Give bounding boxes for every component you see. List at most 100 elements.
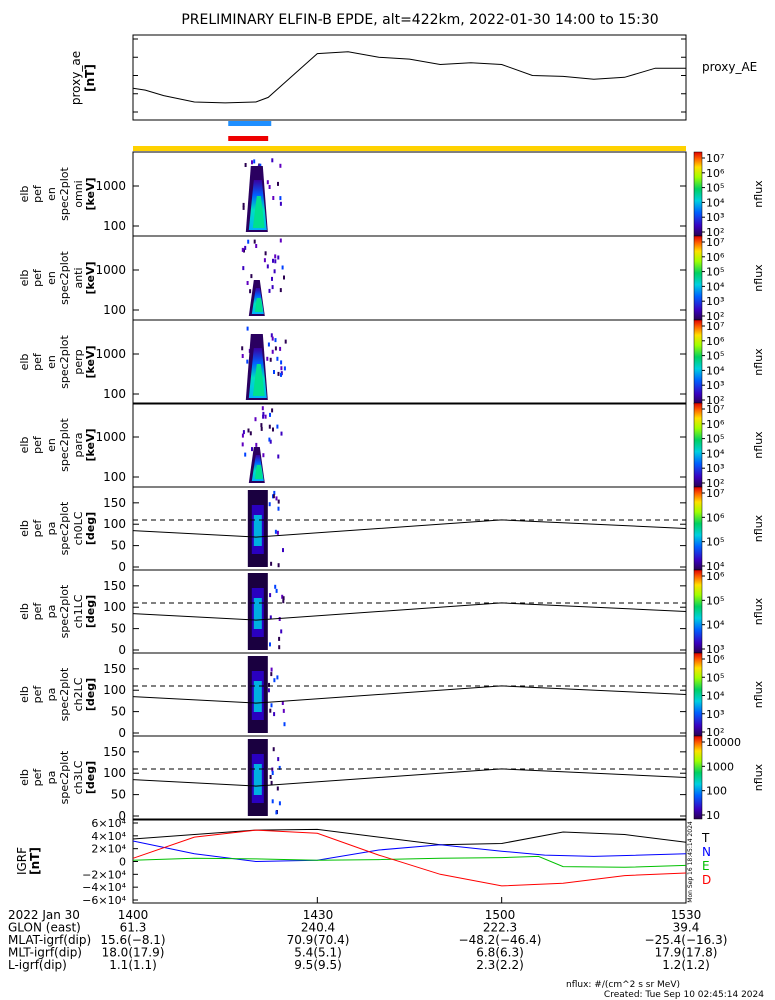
pitch-angle-speckle <box>271 799 274 804</box>
igrf-line-n <box>132 840 687 863</box>
pitch-angle-speckle <box>271 771 274 775</box>
spectrum-speckle <box>271 158 274 163</box>
spectrum-speckle <box>270 333 273 338</box>
energy-spectrum-panel: 1000 100 elb pef en spec2plot perp [keV] 10⁷ 10⁶ 1… <box>18 319 765 407</box>
proxy-ae-line <box>132 51 686 104</box>
pitch-angle-ytick: 100 <box>103 517 126 531</box>
pitch-angle-speckle <box>271 767 274 772</box>
spectrum-blob-center <box>252 196 265 228</box>
igrf-lines <box>132 828 687 887</box>
spectrum-speckle <box>280 372 282 377</box>
spectrum-speckle <box>274 259 277 264</box>
panel-label-line: pef <box>31 768 44 787</box>
colorbar-tick: 10⁴ <box>706 196 725 209</box>
igrf-ytick: 6×10⁴ <box>91 817 126 830</box>
igrf-line-e <box>132 855 687 868</box>
spectrum-blob-center <box>252 364 265 396</box>
spectrum-speckle <box>261 406 264 411</box>
spectrum-speckle <box>268 437 271 442</box>
panel-label-line: ch1LC <box>72 594 85 628</box>
colorbar-tick: 10⁴ <box>706 447 725 460</box>
panel-label-line: ch0LC <box>72 511 85 545</box>
ephemeris-value: −25.4(−16.3) <box>645 933 728 947</box>
spectrum-frame <box>132 151 687 237</box>
ephemeris-value: 240.4 <box>301 921 335 935</box>
spectrum-frame <box>132 235 687 321</box>
figure-title: PRELIMINARY ELFIN-B EPDE, alt=422km, 202… <box>181 12 658 28</box>
proxy-ae-ylabel: proxy_ae <box>69 51 83 105</box>
ephemeris-value: 18.0(17.9) <box>102 946 165 960</box>
pitch-angle-speckle <box>268 682 270 687</box>
colorbar-tick: 1000 <box>706 760 734 773</box>
panel-label-line: spec2plot <box>58 750 71 804</box>
pitch-angle-speckle <box>269 642 271 647</box>
pitch-angle-speckle <box>269 593 272 598</box>
colorbar-tick: 10³ <box>706 295 724 308</box>
pitch-angle-loss-cone-line <box>132 685 687 704</box>
colorbar-tick: 10⁶ <box>706 251 725 264</box>
pitch-angle-speckle <box>280 629 283 634</box>
pitch-angle-ytick: 0 <box>118 560 126 574</box>
pitch-angle-ytick: 50 <box>111 539 126 553</box>
spectrum-speckle <box>279 201 282 206</box>
pitch-angle-speckle <box>277 499 280 504</box>
spectrum-speckle <box>274 338 277 343</box>
ephemeris-value: 1.1(1.1) <box>109 958 157 972</box>
proxy-ae-frame <box>132 34 687 121</box>
pitch-angle-speckle <box>275 496 278 501</box>
spectrum-speckle <box>276 424 279 429</box>
panel-label-line: pef <box>31 435 44 454</box>
panel-unit: [deg] <box>84 512 97 545</box>
pitch-angle-panel: 150 100 50 0 elb pef pa spec2plot ch3LC [deg] 1000… <box>18 735 765 823</box>
pitch-angle-ytick: 100 <box>103 600 126 614</box>
colorbar-tick: 10³ <box>706 708 724 721</box>
pitch-angle-speckle <box>270 667 273 672</box>
spectrum-speckle <box>242 202 245 207</box>
spectrum-speckle <box>266 264 269 269</box>
igrf-ytick: 4×10⁴ <box>91 830 126 843</box>
igrf-ytick: −6×10⁴ <box>82 894 126 907</box>
pitch-angle-speckle <box>282 548 284 553</box>
pitch-angle-speckle <box>281 594 284 599</box>
ephemeris-value: 15.6(−8.1) <box>100 933 165 947</box>
colorbar <box>693 402 703 488</box>
pitch-angle-speckle <box>282 596 285 601</box>
energy-spectrum-panel: 1000 100 elb pef en spec2plot omni [keV] 10⁷ 10⁶ 1… <box>18 151 765 239</box>
pitch-angle-ytick: 0 <box>118 809 126 823</box>
pitch-angle-speckle <box>273 712 276 717</box>
spectrum-blob-center <box>254 465 263 479</box>
colorbar-tick: 10⁴ <box>706 280 725 293</box>
proxy-ae-legend: proxy_AE <box>702 60 757 74</box>
spectrum-speckle <box>244 163 247 167</box>
panel-label-line: pa <box>45 605 58 619</box>
panel-label-line: en <box>45 355 58 369</box>
panel-label-line: spec2plot <box>58 418 71 472</box>
spectrum-speckle <box>269 412 271 417</box>
igrf-ytick: −2×10⁴ <box>82 868 126 881</box>
pitch-angle-frame <box>132 486 687 571</box>
panel-label-line: en <box>45 438 58 452</box>
science-zone-bar <box>228 121 272 126</box>
spectrum-speckle <box>255 442 258 447</box>
spectrum-speckle <box>274 346 277 351</box>
spectrum-speckle <box>277 454 280 459</box>
colorbar-tick: 10² <box>706 477 724 490</box>
panel-label-line: spec2plot <box>58 501 71 555</box>
colorbar-tick: 10 <box>706 809 720 822</box>
spectrum-speckle <box>251 160 253 165</box>
spectrum-speckle <box>272 427 274 432</box>
colorbar-tick: 10⁷ <box>706 487 724 500</box>
pitch-angle-loss-cone-line <box>132 602 687 621</box>
panel-label-line: pef <box>31 519 44 538</box>
pitch-angle-blob-core <box>253 681 262 712</box>
ephemeris-table: 2022 Jan 30 1400 1430 1500 1530 GLON (east) 61… <box>8 897 727 972</box>
igrf-line-d <box>132 829 687 887</box>
spectrum-blob-center <box>254 298 263 312</box>
pitch-angle-speckle <box>278 645 281 650</box>
igrf-ytick: −4×10⁴ <box>82 881 126 894</box>
panel-label-line: elb <box>18 270 31 287</box>
pitch-angle-speckle <box>274 529 277 534</box>
colorbar-tick: 10⁵ <box>706 594 724 607</box>
